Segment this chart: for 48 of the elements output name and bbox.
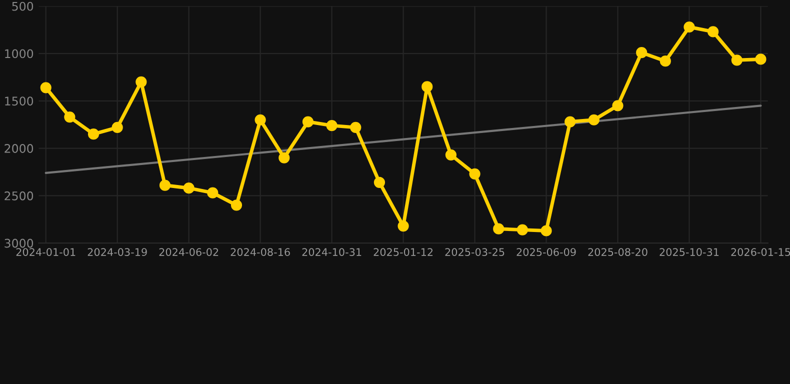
x-tick-label: 2024-01-01: [16, 248, 76, 256]
point: [660, 56, 671, 67]
point: [136, 76, 147, 88]
y-tick-label: 500: [12, 2, 34, 11]
point: [398, 220, 409, 232]
point: [326, 120, 338, 132]
point: [278, 152, 290, 164]
point: [564, 116, 576, 128]
point: [254, 114, 266, 126]
x-tick-label: 2026-01-15: [731, 248, 790, 256]
x-tick-label: 2024-08-16: [230, 248, 290, 256]
point: [755, 54, 766, 65]
point: [731, 54, 742, 66]
y-tick-label: 2500: [4, 191, 34, 200]
y-tick-label: 1500: [5, 96, 34, 106]
point: [588, 114, 600, 126]
point: [516, 224, 528, 236]
point: [230, 200, 242, 211]
point: [40, 82, 52, 94]
x-tick-label: 2025-08-20: [588, 248, 648, 256]
y-tick-label: 3000: [4, 238, 34, 248]
point: [469, 168, 480, 180]
point: [207, 187, 218, 198]
point: [708, 26, 719, 38]
x-tick-label: 2025-03-25: [445, 248, 504, 256]
point: [684, 21, 695, 33]
x-tick-label: 2025-01-12: [374, 248, 433, 256]
x-tick-label: 2024-03-19: [88, 248, 147, 256]
x-tick-label: 2024-06-02: [159, 248, 218, 256]
y-tick-label: 1000: [5, 49, 34, 58]
point: [302, 116, 314, 128]
x-tick-label: 2025-10-31: [660, 248, 719, 256]
point: [112, 122, 123, 134]
point: [374, 176, 386, 188]
y-tick-label: 2000: [4, 144, 34, 153]
point: [350, 122, 362, 134]
point: [612, 100, 624, 112]
point: [183, 182, 194, 194]
point: [159, 180, 171, 191]
point: [493, 223, 504, 234]
point: [636, 47, 648, 58]
point: [88, 128, 100, 140]
point: [422, 81, 433, 92]
point: [540, 225, 552, 236]
point: [445, 149, 457, 160]
x-tick-label: 2025-06-09: [516, 248, 576, 256]
x-tick-label: 2024-10-31: [302, 248, 362, 256]
point: [64, 111, 76, 123]
